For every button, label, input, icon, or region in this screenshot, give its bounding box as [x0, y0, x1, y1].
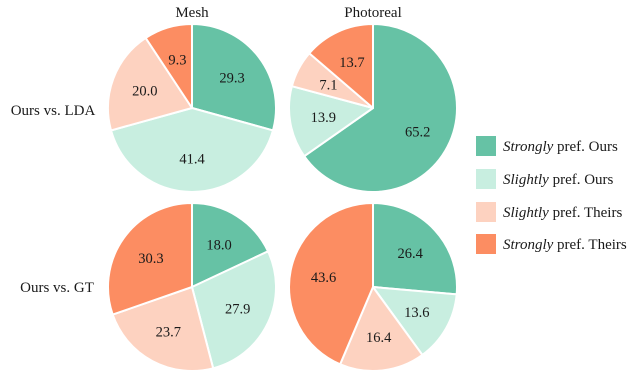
legend-item-slightly-pref-theirs: Slightly pref. Theirs [476, 202, 622, 222]
pie-photoreal-lda-slice-1 [303, 23, 458, 193]
pie-mesh-gt: 18.0 27.9 23.7 30.3 [107, 202, 277, 372]
pie-mesh-lda: 29.3 41.4 20.0 9.3 [107, 23, 277, 193]
legend-label-strongly-pref-ours: Strongly pref. Ours [503, 139, 618, 155]
pies-group: 29.3 41.4 20.0 9.3 65.2 13.9 7.113.7 18.0 27.9 23… [107, 23, 458, 372]
legend-swatch-strongly-pref-ours [476, 136, 496, 156]
legend-label-slightly-pref-ours: Slightly pref. Ours [503, 172, 614, 188]
legend-label-slightly-pref-theirs: Slightly pref. Theirs [503, 205, 622, 221]
pie-mesh-lda-label-2: 41.4 [179, 151, 205, 167]
pie-photoreal-gt-label-3: 16.4 [366, 330, 392, 346]
row-label-ours-vs-lda: Ours vs. LDA [11, 103, 96, 119]
pie-photoreal-gt-slice-4 [288, 202, 374, 366]
pie-mesh-lda-slice-1 [191, 23, 277, 132]
pie-mesh-lda-slice-2 [110, 107, 274, 193]
legend-swatch-slightly-pref-ours [476, 169, 496, 189]
pie-photoreal-gt-label-1: 26.4 [397, 246, 423, 262]
pie-mesh-gt-label-3: 23.7 [156, 324, 181, 340]
legend-item-strongly-pref-ours: Strongly pref. Ours [476, 136, 618, 156]
legend-label-strongly-pref-theirs: Strongly pref. Theirs [503, 237, 627, 253]
pie-photoreal-lda-label-3: 7.1 [319, 77, 337, 93]
pie-mesh-lda-slice-3 [107, 36, 193, 132]
pie-photoreal-lda-slice-2 [288, 85, 374, 158]
pie-photoreal-lda-label-1: 65.2 [405, 124, 430, 140]
column-title-mesh: Mesh [175, 5, 209, 21]
pie-photoreal-gt-slice-1 [372, 202, 458, 296]
legend-item-slightly-pref-ours: Slightly pref. Ours [476, 169, 614, 189]
pie-photoreal-lda-slice-4 [308, 23, 374, 109]
legend-item-strongly-pref-theirs: Strongly pref. Theirs [476, 234, 627, 254]
pie-photoreal-gt-label-2: 13.6 [404, 305, 429, 321]
row-label-ours-vs-gt: Ours vs. GT [20, 280, 94, 296]
pie-mesh-gt-label-4: 30.3 [138, 251, 163, 267]
pie-mesh-gt-slice-2 [191, 250, 277, 370]
pie-mesh-lda-label-1: 29.3 [219, 70, 244, 86]
pie-photoreal-gt-label-4: 43.6 [311, 270, 336, 286]
pie-photoreal-gt-slice-2 [372, 286, 458, 356]
legend-swatch-strongly-pref-theirs [476, 234, 496, 254]
pie-photoreal-gt-slice-3 [339, 286, 424, 372]
legend-swatch-slightly-pref-theirs [476, 202, 496, 222]
pie-mesh-gt-slice-1 [191, 202, 270, 288]
pie-photoreal-lda-label-4: 13.7 [339, 55, 364, 71]
pie-mesh-gt-slice-4 [107, 202, 193, 316]
pie-mesh-gt-slice-3 [111, 286, 215, 372]
column-title-photoreal: Photoreal [344, 5, 402, 21]
pie-photoreal-lda: 65.2 13.9 7.113.7 [288, 23, 458, 193]
pie-mesh-lda-label-4: 9.3 [168, 53, 186, 69]
legend: Strongly pref. Ours Slightly pref. Ours Sl… [476, 136, 627, 254]
pie-mesh-lda-label-3: 20.0 [132, 83, 157, 99]
pie-photoreal-lda-label-2: 13.9 [311, 110, 336, 126]
pie-photoreal-gt: 26.4 13.6 16.4 43.6 [288, 202, 458, 372]
pie-mesh-gt-label-1: 18.0 [206, 237, 231, 253]
pie-mesh-gt-label-2: 27.9 [225, 301, 250, 317]
pie-mesh-lda-slice-4 [144, 23, 193, 109]
